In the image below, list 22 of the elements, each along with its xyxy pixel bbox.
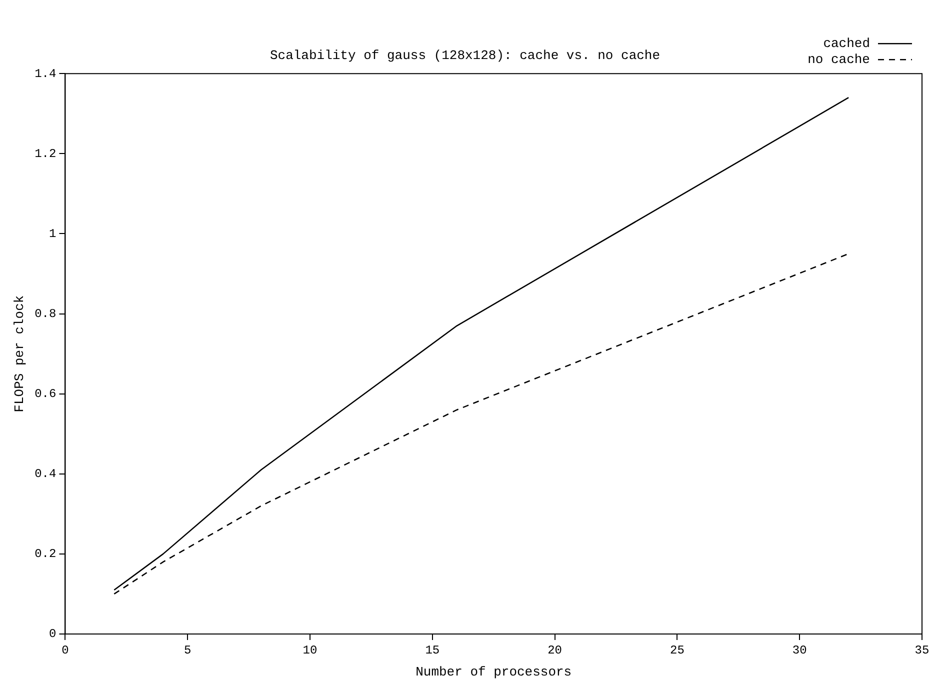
legend-label: no cache bbox=[808, 52, 870, 68]
x-tick-label: 0 bbox=[62, 643, 69, 658]
y-tick-label: 1 bbox=[49, 226, 56, 241]
chart-title: Scalability of gauss (128x128): cache vs. no cache bbox=[270, 48, 660, 64]
y-tick-label: 1.2 bbox=[34, 146, 56, 161]
y-tick-label: 1.4 bbox=[34, 66, 56, 81]
y-tick-label: 0.8 bbox=[34, 306, 56, 321]
x-tick-label: 5 bbox=[184, 643, 192, 658]
y-tick-label: 0.6 bbox=[34, 387, 56, 401]
legend-label: cached bbox=[823, 36, 870, 52]
y-axis-title: FLOPS per clock bbox=[12, 295, 28, 412]
x-tick-label: 15 bbox=[425, 643, 440, 658]
y-tick-label: 0.2 bbox=[34, 547, 56, 562]
x-tick-label: 25 bbox=[670, 643, 684, 658]
x-tick-label: 35 bbox=[914, 643, 930, 658]
x-axis-title: Number of processors bbox=[416, 664, 572, 680]
x-tick-label: 30 bbox=[792, 643, 807, 658]
y-tick-label: 0.4 bbox=[34, 467, 56, 482]
x-tick-label: 20 bbox=[548, 643, 562, 658]
x-tick-label: 10 bbox=[302, 643, 318, 658]
line-series bbox=[114, 253, 850, 595]
y-tick-label: 0 bbox=[49, 627, 56, 642]
